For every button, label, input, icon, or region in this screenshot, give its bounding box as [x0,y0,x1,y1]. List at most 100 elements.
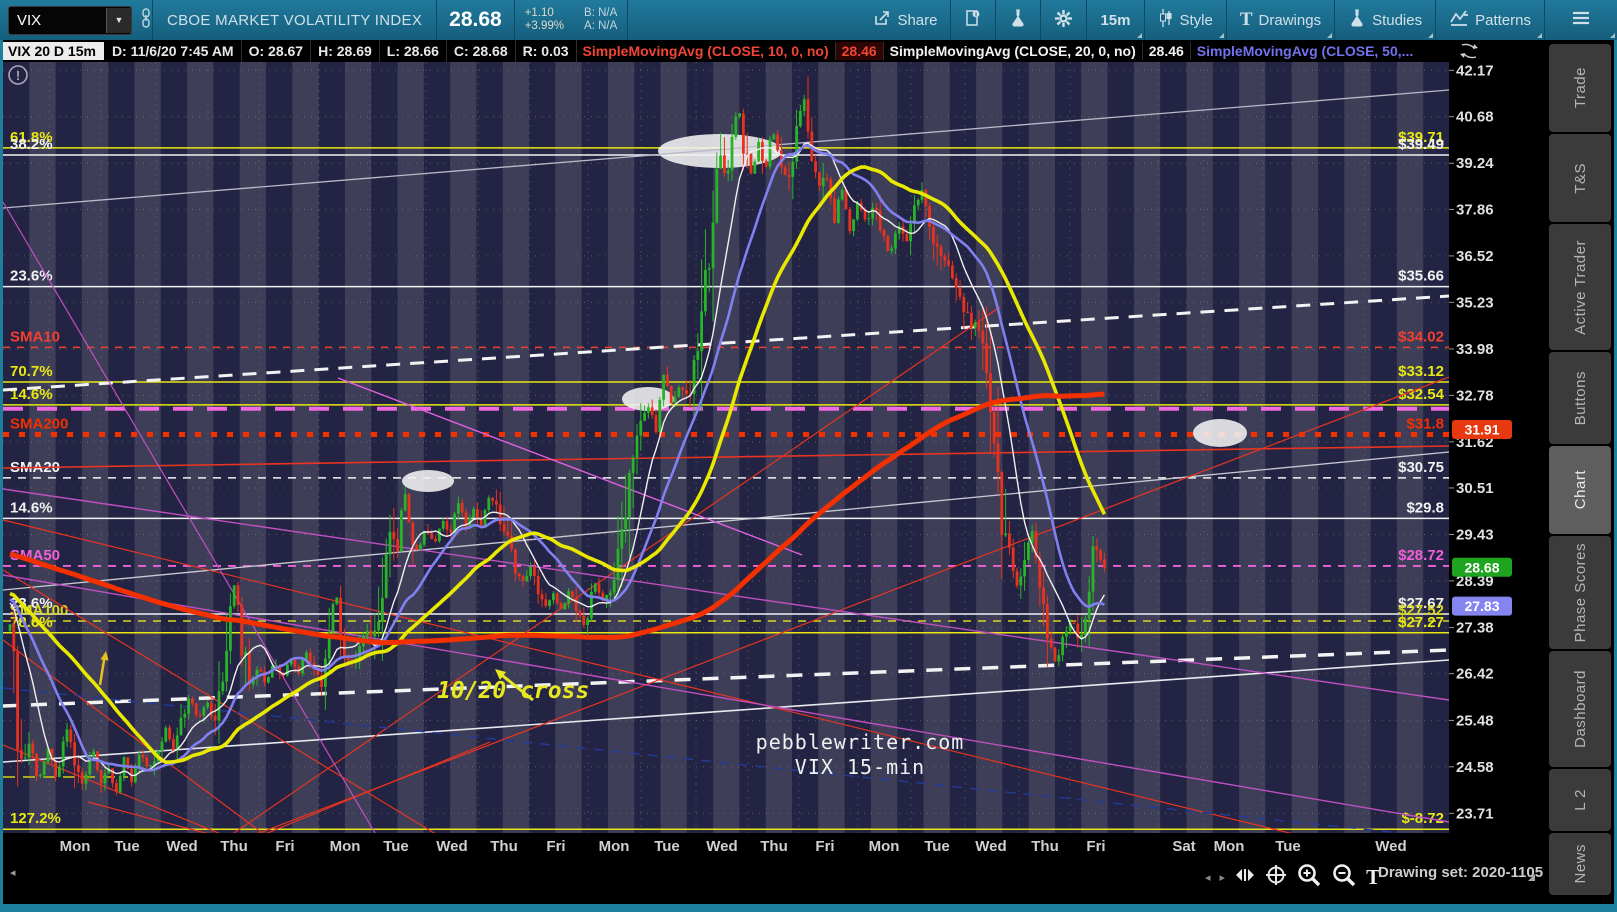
svg-text:Fri: Fri [546,838,565,855]
svg-text:$28.72: $28.72 [1398,547,1444,564]
symbol-input[interactable]: VIX ▼ [8,5,132,35]
crosshair-mode-icon[interactable] [1265,864,1287,891]
study-label-0[interactable]: SimpleMovingAvg (CLOSE, 10, 0, no) [582,43,829,59]
svg-text:Mon: Mon [599,838,630,855]
sidebar-tab-label: Phase Scores [1571,542,1589,643]
studies-button[interactable]: Studies [1335,0,1435,40]
sidebar-tab-active-trader[interactable]: Active Trader [1549,224,1611,350]
symbol-dropdown-caret[interactable]: ▼ [106,7,131,33]
sidebar-tab-chart[interactable]: Chart [1549,446,1611,534]
sidebar-tab-label: Active Trader [1571,239,1589,335]
report-icon: i [964,9,982,31]
svg-text:Tue: Tue [383,838,409,855]
sidebar-tab-phase-scores[interactable]: Phase Scores [1549,536,1611,649]
zoom-out-icon[interactable] [1331,862,1357,893]
bar-range: R: 0.03 [516,40,577,62]
share-label: Share [897,11,938,29]
study-label-2[interactable]: SimpleMovingAvg (CLOSE, 50,... [1196,43,1414,59]
drawings-button[interactable]: T Drawings [1227,0,1334,40]
bar-high: H: 28.69 [311,40,380,62]
svg-text:10/20 cross: 10/20 cross [437,678,589,704]
sidebar-tab-buttons[interactable]: Buttons [1549,352,1611,444]
toolbar-divider [1086,0,1088,40]
bid-value: B: N/A [584,7,618,19]
patterns-icon [1449,9,1469,31]
patterns-button[interactable]: Patterns [1436,0,1544,40]
settings-button[interactable] [1041,0,1086,40]
svg-text:32.78: 32.78 [1456,387,1494,404]
style-button[interactable]: Style [1145,0,1226,40]
toolbar-divider [152,0,153,40]
timeframe-button[interactable]: 15m [1087,0,1143,40]
step-back-icon[interactable]: ◂ [1205,872,1211,884]
dropdown-fold [1218,33,1224,38]
analysis-tools-button[interactable] [996,0,1040,40]
sidebar-tab-trade[interactable]: Trade [1549,44,1611,132]
sidebar-tab-news[interactable]: News [1549,833,1611,895]
svg-text:40.68: 40.68 [1456,109,1494,126]
sidebar-tab-label: News [1571,844,1589,884]
toolbar-buttons: Share i 15m [860,0,1617,40]
scroll-left-arrow[interactable]: ◂ [10,867,16,879]
sidebar-tab-label: Buttons [1571,370,1589,426]
svg-text:$27.27: $27.27 [1398,614,1444,631]
svg-text:36.52: 36.52 [1456,248,1494,265]
studies-row: SimpleMovingAvg (CLOSE, 10, 0, no) 28.46 S… [577,40,1420,62]
ma-curve-sma200 [9,391,1105,646]
report-button[interactable]: i [951,0,995,40]
svg-text:$34.02: $34.02 [1398,328,1444,345]
change-abs: +1.10 [524,7,554,19]
text-tool-icon[interactable]: T [1366,865,1381,889]
bar-low: L: 28.66 [380,40,447,62]
svg-text:pebblewriter.com: pebblewriter.com [756,730,965,754]
svg-text:$35.66: $35.66 [1398,268,1444,285]
sidebar-tab-dashboard[interactable]: Dashboard [1549,651,1611,767]
svg-text:$30.75: $30.75 [1398,459,1444,476]
svg-text:$29.8: $29.8 [1406,499,1444,516]
share-button[interactable]: Share [860,0,950,40]
svg-text:Wed: Wed [1375,838,1406,855]
window-edge-bottom [0,904,1617,912]
svg-text:28.39: 28.39 [1456,573,1494,590]
step-forward-icon[interactable]: ▸ [1219,872,1226,884]
pan-icon[interactable] [1234,865,1256,890]
svg-text:Thu: Thu [760,838,788,855]
svg-text:Tue: Tue [114,838,140,855]
study-value-0: 28.46 [834,42,884,60]
change-pct: +3.99% [524,20,565,32]
study-label-1[interactable]: SimpleMovingAvg (CLOSE, 20, 0, no) [889,43,1136,59]
price-chart[interactable]: 61.8% $39.71 38.2% $39.49 23.6% $35.66 SMA10 $3… [0,62,1545,860]
symbol-value[interactable]: VIX [17,11,42,29]
svg-text:Mon: Mon [1214,838,1245,855]
bar-close: C: 28.68 [447,40,516,62]
svg-text:Wed: Wed [975,838,1006,855]
svg-text:SMA200: SMA200 [10,416,68,433]
sidebar-tab-t-s[interactable]: T&S [1549,134,1611,222]
price-change: +1.10 +3.99% [515,7,574,33]
toolbar-divider [1334,0,1336,40]
trendlines [3,89,1449,833]
zoom-in-icon[interactable] [1296,862,1322,893]
top-toolbar: VIX ▼ CBOE MARKET VOLATILITY INDEX 28.68… [0,0,1617,40]
panel-resize-arrows-icon[interactable] [1458,42,1480,65]
sidebar-tab-l-2[interactable]: L 2 [1549,769,1611,831]
link-icon[interactable] [140,7,152,34]
toolbar-divider [627,0,629,40]
studies-label: Studies [1372,11,1423,29]
svg-text:$39.49: $39.49 [1398,136,1444,153]
svg-text:Tue: Tue [654,838,680,855]
svg-text:28.68: 28.68 [1464,559,1499,575]
x-axis: Mon Tue Wed Thu Fri Mon Tue Wed Thu Fri Mon Tue Wed T… [60,838,1407,855]
svg-text:$33.12: $33.12 [1398,363,1444,380]
candles-layer [8,75,1106,796]
svg-text:Tue: Tue [1275,838,1301,855]
drawing-set-label[interactable]: Drawing set: 2020-1105 [1378,864,1544,881]
menu-button[interactable] [1545,0,1617,40]
svg-text:$39.71: $39.71 [1398,129,1444,146]
bar-datetime: D: 11/6/20 7:45 AM [105,40,242,62]
svg-text:Fri: Fri [1086,838,1105,855]
studies-flask-icon [1348,8,1366,32]
svg-text:127.2%: 127.2% [10,810,61,827]
svg-text:Thu: Thu [1031,838,1059,855]
svg-text:70.7%: 70.7% [10,363,53,380]
